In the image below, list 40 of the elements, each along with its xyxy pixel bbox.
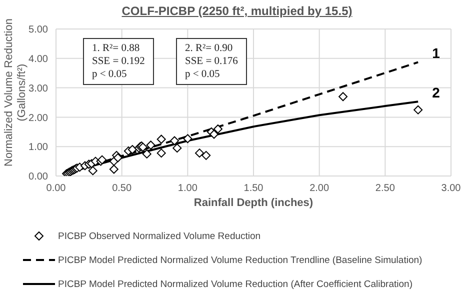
y-tick-label: 4.00 bbox=[28, 54, 48, 65]
y-tick-label: 1.00 bbox=[28, 142, 48, 154]
chart-title: COLF-PICBP (2250 ft², multipied by 15.5) bbox=[120, 4, 354, 18]
y-tick-label: 2.00 bbox=[28, 112, 48, 124]
x-tick-label: 2.50 bbox=[375, 183, 396, 194]
point bbox=[170, 136, 179, 146]
point bbox=[142, 149, 152, 158]
point bbox=[414, 105, 423, 114]
legend-label: PICBP Model Predicted Normalized Volume Reduction (After Coefficient Calibration) bbox=[58, 278, 412, 290]
point bbox=[146, 140, 156, 150]
x-tick-label: 3.00 bbox=[441, 183, 462, 194]
annotation: 2 bbox=[432, 84, 440, 100]
text-box: 1. R²= 0.88 SSE = 0.192 p < 0.05 bbox=[83, 38, 154, 85]
x-axis-title: Rainfall Depth (inches) bbox=[192, 196, 314, 210]
point bbox=[156, 148, 166, 158]
y-tick-label: 5.00 bbox=[28, 24, 48, 36]
point bbox=[338, 92, 348, 102]
legend-label: PICBP Observed Normalized Volume Reduction bbox=[58, 230, 261, 242]
x-tick-label: 1.00 bbox=[178, 183, 198, 194]
x-tick-label: 0.50 bbox=[112, 183, 132, 194]
point bbox=[113, 153, 122, 162]
point bbox=[88, 166, 98, 176]
text-box: 2. R²= 0.90 SSE = 0.176 p < 0.05 bbox=[176, 38, 247, 85]
point bbox=[183, 134, 192, 144]
annotation: 1 bbox=[432, 44, 440, 61]
point bbox=[156, 134, 166, 144]
point bbox=[210, 130, 218, 139]
y-tick-label: 3.00 bbox=[28, 83, 48, 94]
point bbox=[213, 124, 222, 134]
y-tick-label: 0.00 bbox=[28, 172, 48, 183]
y-axis-title: Normalized Volume Reduction (Gallons/ft²) bbox=[3, 18, 28, 168]
legend-label: PICBP Model Predicted Normalized Volume Reduction Trendline (Baseline Simulation) bbox=[58, 254, 422, 266]
point bbox=[128, 145, 137, 154]
point bbox=[202, 150, 211, 160]
x-tick-label: 2.00 bbox=[310, 183, 330, 194]
point bbox=[109, 164, 118, 174]
x-tick-label: 1.50 bbox=[244, 183, 264, 194]
x-tick-label: 0.00 bbox=[46, 183, 66, 194]
point bbox=[172, 144, 182, 153]
point bbox=[195, 148, 204, 158]
